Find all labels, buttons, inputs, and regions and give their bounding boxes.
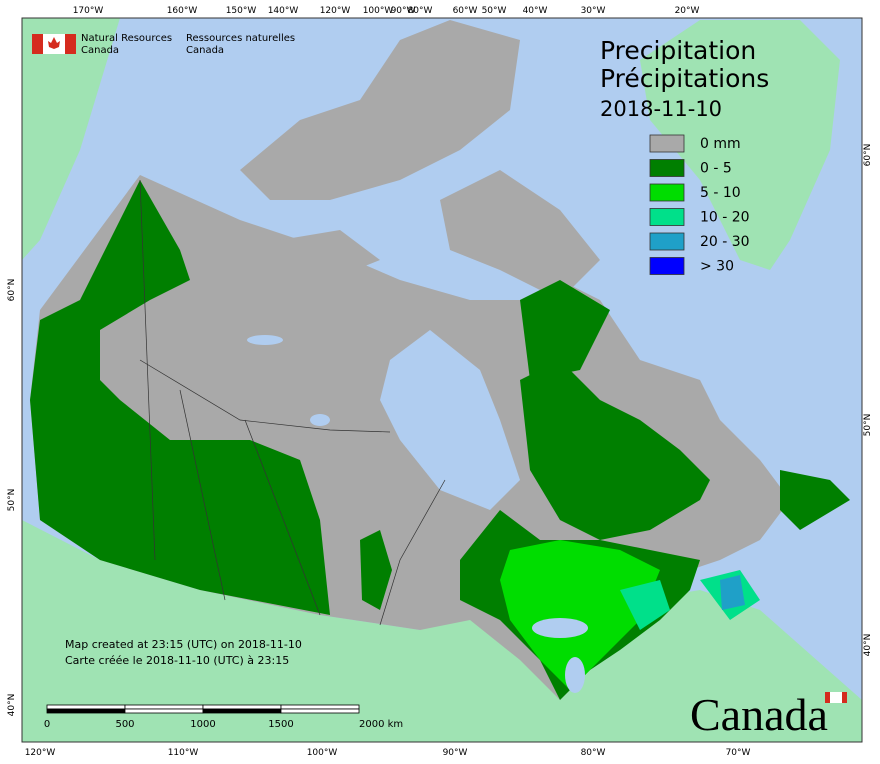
lake (247, 335, 283, 345)
map-body (22, 18, 862, 742)
latitude-label: 50°N (863, 414, 873, 437)
hudson-bay (380, 330, 520, 510)
legend-swatch (649, 134, 685, 153)
legend-swatch (649, 159, 685, 177)
legend-swatch (649, 232, 685, 251)
logo: Natural Resources Canada Ressources natu… (32, 33, 295, 56)
wordmark-flag-bar (842, 692, 847, 703)
longitude-label: 100°W (363, 6, 394, 16)
org-fr: Canada (186, 45, 224, 56)
latitude-label: 60°N (863, 144, 873, 167)
flag-bar (65, 34, 76, 54)
legend-swatch (649, 183, 685, 202)
wordmark-flag (825, 692, 847, 703)
legend-label: > 30 (700, 259, 734, 275)
longitude-label: 140°W (268, 6, 299, 16)
longitude-label: 170°W (73, 6, 104, 16)
scale-segment (202, 708, 282, 714)
longitude-label: 80°W (581, 748, 606, 758)
org-en: Natural Resources (81, 33, 172, 44)
graticule-labels: 170°W 160°W 150°W 140°W 120°W 100°W90°W80°W 60… (7, 6, 873, 758)
precip-west (30, 180, 330, 615)
title: Précipitations (600, 64, 769, 93)
wordmark-flag-bar (825, 692, 830, 703)
legend-swatch (649, 257, 685, 275)
longitude-label: 50°W (482, 6, 507, 16)
scale-segment (124, 704, 204, 710)
org-fr: Ressources naturelles (186, 33, 295, 44)
lake (310, 414, 330, 426)
boundary (139, 179, 156, 561)
longitude-label: 40°W (523, 6, 548, 16)
longitude-label: 120°W (25, 748, 56, 758)
legend-swatch (649, 208, 685, 226)
boundary (244, 419, 321, 616)
longitude-label: 150°W (226, 6, 257, 16)
latitude-label: 40°N (863, 634, 873, 657)
longitude-label: 30°W (581, 6, 606, 16)
scale-segment (280, 708, 360, 714)
latitude-label: 40°N (7, 694, 17, 717)
legend-label: 0 - 5 (700, 161, 732, 177)
precip-quebec (520, 360, 710, 540)
precip-manitoba (360, 530, 392, 610)
lake (532, 618, 588, 638)
precip-heavy-a (620, 580, 670, 630)
precip-labrador (520, 280, 610, 380)
maple-leaf (48, 37, 60, 49)
latitude-label: 60°N (7, 279, 17, 302)
map-date: 2018-11-10 (600, 97, 722, 121)
scale-bar: 0 500 1000 1500 2000 km (44, 704, 403, 730)
arctic-islands (240, 20, 520, 200)
org-en: Canada (81, 45, 119, 56)
scale-label: 1000 (190, 719, 215, 730)
longitude-label: 120°W (320, 6, 351, 16)
longitude-label: 80°W (408, 6, 433, 16)
longitude-label: 90°W (391, 6, 416, 16)
scale-label: 0 (44, 719, 50, 730)
scale-segment (46, 708, 126, 714)
longitude-label: 70°W (726, 748, 751, 758)
longitude-label: 60°W (453, 6, 478, 16)
precip-newfoundland (780, 470, 850, 530)
greenland (640, 20, 840, 270)
precip-moderate (500, 540, 660, 690)
credit: Map created at 23:15 (UTC) on 2018-11-10 (65, 638, 302, 651)
latitude-label: 50°N (7, 489, 17, 512)
title: Precipitation (600, 36, 756, 65)
legend-label: 0 mm (700, 136, 741, 152)
legend-label: 10 - 20 (700, 210, 750, 226)
scale-label: 2000 km (359, 719, 403, 730)
wordmark-text: Canada (690, 689, 828, 740)
legend-label: 20 - 30 (700, 234, 750, 250)
scale-segment (202, 704, 282, 710)
scale-segment (280, 704, 360, 710)
wordmark: Canada (690, 689, 847, 740)
longitude-label: 100°W (307, 748, 338, 758)
precip-very-heavy (720, 575, 745, 610)
map-frame (21, 17, 863, 743)
boundary (179, 389, 226, 601)
legend-label: 5 - 10 (700, 185, 741, 201)
longitude-label: 160°W (167, 6, 198, 16)
credit: Carte créée le 2018-11-10 (UTC) à 23:15 (65, 654, 289, 667)
victoria-island (280, 230, 380, 280)
lake (565, 657, 585, 693)
longitude-label: 20°W (675, 6, 700, 16)
baffin-island (440, 170, 600, 300)
scale-segment (46, 704, 126, 710)
longitude-label: 110°W (168, 748, 199, 758)
scale-segment (124, 708, 204, 714)
longitude-label: 90°W (443, 748, 468, 758)
scale-label: 500 (115, 719, 134, 730)
scale-label: 1500 (268, 719, 293, 730)
alaska (22, 18, 120, 260)
boundary (379, 479, 446, 626)
legend: 0 mm 0 - 5 5 - 10 10 - 20 20 - 30 > 30 (649, 134, 750, 275)
united-states (22, 520, 862, 742)
flag-bar (32, 34, 43, 54)
boundary (139, 359, 391, 433)
